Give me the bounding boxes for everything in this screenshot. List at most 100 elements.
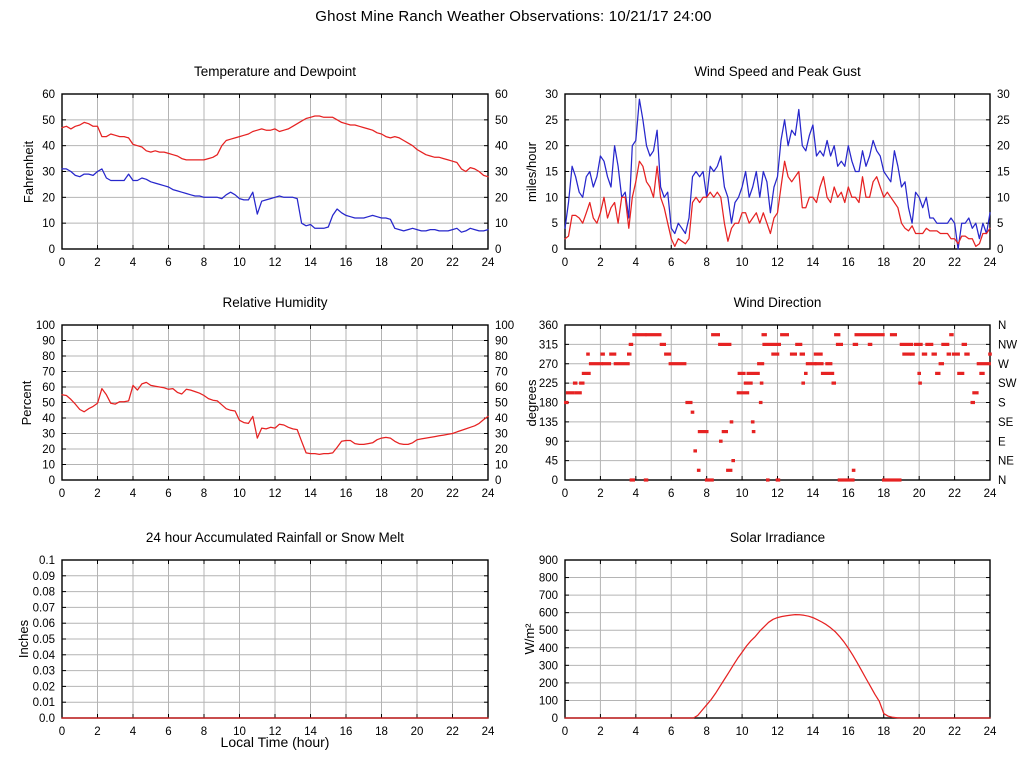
svg-text:100: 100 (495, 320, 514, 332)
svg-text:10: 10 (42, 460, 55, 472)
page-title: Ghost Mine Ranch Weather Observations: 1… (315, 8, 712, 25)
chart-title-temperature-dewpoint: Temperature and Dewpoint (193, 64, 357, 79)
svg-text:0: 0 (49, 244, 55, 256)
svg-text:18: 18 (877, 726, 890, 738)
y-axis-label-miles-per-hour: miles/hour (524, 142, 539, 202)
svg-text:5: 5 (997, 218, 1003, 230)
chart-title-wind-speed-gust: Wind Speed and Peak Gust (694, 64, 861, 79)
svg-text:24: 24 (482, 726, 495, 738)
svg-text:16: 16 (340, 726, 353, 738)
svg-text:2: 2 (94, 726, 100, 738)
svg-text:24: 24 (984, 726, 997, 738)
svg-text:20: 20 (545, 141, 558, 153)
svg-text:20: 20 (913, 257, 926, 269)
svg-text:0: 0 (562, 488, 568, 500)
svg-text:4: 4 (130, 726, 137, 738)
chart-title-solar-irradiance: Solar Irradiance (729, 530, 826, 545)
svg-text:60: 60 (42, 382, 55, 394)
svg-text:20: 20 (997, 141, 1010, 153)
svg-text:22: 22 (446, 726, 459, 738)
svg-text:22: 22 (446, 257, 459, 269)
svg-text:14: 14 (304, 257, 317, 269)
svg-text:0: 0 (59, 488, 65, 500)
chart-title-relative-humidity: Relative Humidity (222, 295, 328, 310)
y-axis-label-percent: Percent (19, 380, 34, 426)
svg-text:20: 20 (411, 257, 424, 269)
svg-text:15: 15 (997, 167, 1010, 179)
svg-text:4: 4 (633, 726, 640, 738)
svg-text:10: 10 (997, 192, 1010, 204)
svg-text:0: 0 (495, 475, 501, 487)
svg-text:30: 30 (42, 167, 55, 179)
chart-title-wind-direction: Wind Direction (733, 295, 822, 310)
svg-text:NE: NE (998, 456, 1014, 468)
y-axis-label-degrees: degrees (524, 379, 539, 427)
svg-text:14: 14 (807, 488, 820, 500)
svg-text:6: 6 (668, 488, 674, 500)
y-axis-label-watts-per-m2: W/m² (522, 623, 537, 655)
svg-text:2: 2 (597, 726, 603, 738)
svg-text:0: 0 (495, 244, 501, 256)
svg-text:900: 900 (539, 555, 558, 567)
svg-text:0: 0 (59, 726, 65, 738)
svg-text:6: 6 (668, 257, 674, 269)
svg-text:0.05: 0.05 (33, 634, 55, 646)
svg-text:60: 60 (42, 89, 55, 101)
svg-text:20: 20 (913, 488, 926, 500)
svg-text:2: 2 (597, 488, 603, 500)
svg-text:14: 14 (304, 488, 317, 500)
svg-text:60: 60 (495, 382, 508, 394)
svg-text:12: 12 (269, 488, 282, 500)
svg-text:30: 30 (495, 429, 508, 441)
svg-text:225: 225 (539, 378, 558, 390)
svg-text:6: 6 (165, 488, 171, 500)
svg-text:15: 15 (545, 167, 558, 179)
svg-text:20: 20 (411, 726, 424, 738)
svg-text:800: 800 (539, 573, 558, 585)
svg-text:6: 6 (165, 257, 171, 269)
svg-text:40: 40 (42, 141, 55, 153)
svg-text:10: 10 (233, 726, 246, 738)
svg-text:0.08: 0.08 (33, 587, 55, 599)
svg-text:6: 6 (668, 726, 674, 738)
svg-text:2: 2 (94, 257, 100, 269)
svg-text:10: 10 (545, 192, 558, 204)
svg-text:18: 18 (877, 257, 890, 269)
svg-text:22: 22 (948, 726, 961, 738)
svg-text:45: 45 (545, 456, 558, 468)
svg-text:20: 20 (42, 192, 55, 204)
svg-text:12: 12 (269, 726, 282, 738)
svg-text:10: 10 (233, 488, 246, 500)
svg-text:2: 2 (597, 257, 603, 269)
svg-text:S: S (998, 398, 1006, 410)
svg-text:4: 4 (633, 257, 640, 269)
svg-text:N: N (998, 475, 1006, 487)
svg-text:12: 12 (771, 726, 784, 738)
svg-text:4: 4 (130, 488, 137, 500)
svg-text:100: 100 (36, 320, 55, 332)
svg-text:700: 700 (539, 590, 558, 602)
svg-text:NW: NW (998, 339, 1017, 351)
svg-text:18: 18 (877, 488, 890, 500)
svg-text:10: 10 (233, 257, 246, 269)
svg-text:10: 10 (736, 488, 749, 500)
svg-text:12: 12 (269, 257, 282, 269)
svg-text:20: 20 (495, 444, 508, 456)
svg-text:8: 8 (703, 488, 709, 500)
svg-text:16: 16 (340, 488, 353, 500)
svg-text:70: 70 (42, 367, 55, 379)
svg-text:22: 22 (948, 257, 961, 269)
svg-text:80: 80 (495, 351, 508, 363)
svg-text:4: 4 (130, 257, 137, 269)
svg-text:90: 90 (545, 436, 558, 448)
svg-text:315: 315 (539, 339, 558, 351)
y-axis-label-fahrenheit: Fahrenheit (21, 140, 36, 204)
svg-text:10: 10 (495, 460, 508, 472)
svg-text:10: 10 (736, 257, 749, 269)
svg-text:0: 0 (997, 244, 1003, 256)
y-axis-label-inches: Inches (16, 619, 31, 659)
svg-text:14: 14 (807, 726, 820, 738)
